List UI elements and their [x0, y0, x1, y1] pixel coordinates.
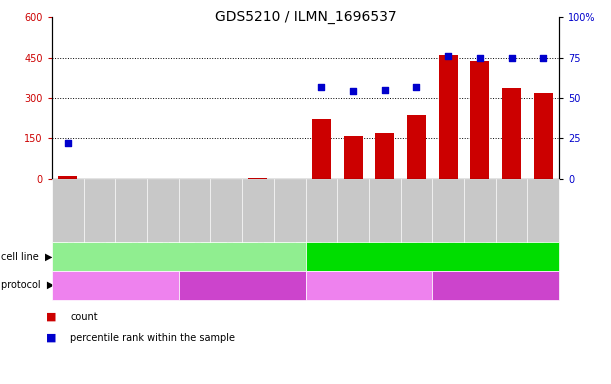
Point: [507, 55, 516, 61]
Text: GSM651288: GSM651288: [194, 184, 205, 243]
Text: HepG2: HepG2: [159, 251, 198, 262]
Text: GSM651292: GSM651292: [321, 184, 331, 243]
Text: GSM651290: GSM651290: [258, 184, 268, 243]
Text: GSM651298: GSM651298: [511, 184, 522, 243]
Text: GSM651293: GSM651293: [353, 184, 363, 243]
Bar: [502, 88, 521, 179]
Text: GSM651297: GSM651297: [480, 184, 490, 243]
Text: GSM651284: GSM651284: [68, 184, 78, 243]
Text: Huh7: Huh7: [417, 251, 447, 262]
Text: GSM651295: GSM651295: [417, 184, 426, 243]
Bar: [407, 114, 426, 179]
Text: count: count: [70, 312, 98, 322]
Text: GSM651299: GSM651299: [543, 184, 553, 243]
Bar: [439, 55, 458, 179]
Text: CSN5 depletion: CSN5 depletion: [453, 280, 539, 290]
Text: GSM651287: GSM651287: [163, 184, 173, 243]
Bar: [249, 178, 268, 179]
Point: [63, 140, 73, 146]
Point: [380, 87, 390, 93]
Text: GSM651296: GSM651296: [448, 184, 458, 243]
Text: GSM651294: GSM651294: [385, 184, 395, 243]
Bar: [312, 119, 331, 179]
Point: [443, 53, 453, 59]
Text: percentile rank within the sample: percentile rank within the sample: [70, 333, 235, 343]
Text: GSM651285: GSM651285: [100, 184, 109, 243]
Point: [538, 55, 548, 61]
Text: control: control: [96, 280, 134, 290]
Point: [475, 55, 485, 61]
Text: GSM651291: GSM651291: [290, 184, 299, 243]
Bar: [470, 61, 489, 179]
Bar: [58, 176, 78, 179]
Bar: [375, 133, 394, 179]
Text: GSM651289: GSM651289: [226, 184, 236, 243]
Text: protocol  ▶: protocol ▶: [1, 280, 54, 290]
Point: [316, 84, 326, 90]
Text: GSM651286: GSM651286: [131, 184, 141, 243]
Text: GDS5210 / ILMN_1696537: GDS5210 / ILMN_1696537: [214, 10, 397, 23]
Text: control: control: [349, 280, 388, 290]
Text: ■: ■: [46, 312, 56, 322]
Point: [412, 84, 422, 90]
Point: [348, 88, 358, 94]
Text: ■: ■: [46, 333, 56, 343]
Bar: [343, 136, 362, 179]
Text: CSN5 depletion: CSN5 depletion: [199, 280, 285, 290]
Bar: [534, 93, 553, 179]
Text: cell line  ▶: cell line ▶: [1, 251, 53, 262]
